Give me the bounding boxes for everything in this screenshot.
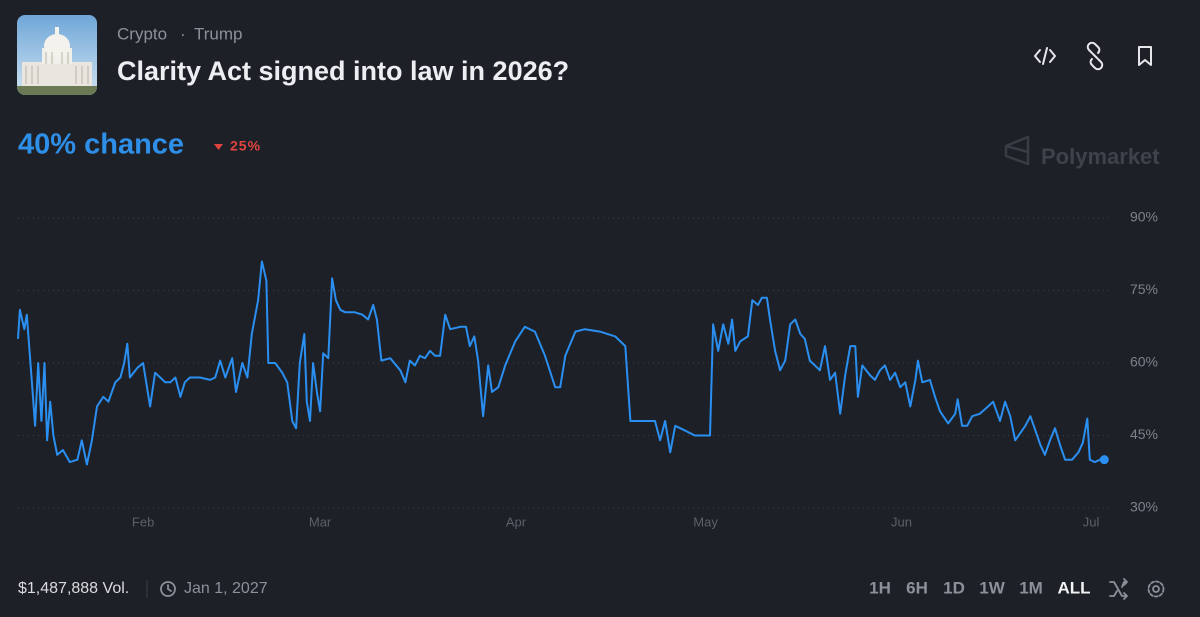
- embed-button[interactable]: [1034, 47, 1056, 65]
- clock-icon: [160, 581, 176, 597]
- price-line: [17, 260, 1105, 466]
- range-button[interactable]: 1M: [1019, 578, 1043, 597]
- y-tick-label: 30%: [1130, 499, 1158, 515]
- current-point: [1099, 455, 1109, 465]
- breadcrumb-separator: ·: [180, 24, 186, 43]
- bookmark-button[interactable]: [1138, 46, 1152, 66]
- market-thumbnail: [17, 15, 97, 95]
- x-tick-label: Apr: [506, 514, 527, 529]
- y-tick-label: 45%: [1130, 426, 1158, 442]
- chance: 40% chance: [18, 129, 184, 161]
- change: 25%: [230, 138, 261, 154]
- end-date: Jan 1, 2027: [184, 580, 268, 597]
- breadcrumb[interactable]: Trump: [194, 24, 243, 43]
- market-title: Clarity Act signed into law in 2026?: [117, 56, 569, 86]
- volume: $1,487,888 Vol.: [18, 580, 129, 597]
- settings-button[interactable]: [1147, 580, 1165, 598]
- y-tick-label: 60%: [1130, 354, 1158, 370]
- range-button[interactable]: ALL: [1057, 578, 1090, 597]
- price-chart: 90% 75% 60% 45% 30% Feb Mar Apr May Jun Jul: [17, 209, 1158, 529]
- y-tick-label: 90%: [1130, 209, 1158, 225]
- x-tick-label: Mar: [309, 514, 332, 529]
- watermark: Polymarket: [1041, 144, 1160, 169]
- link-button[interactable]: [1086, 41, 1104, 71]
- breadcrumb[interactable]: Crypto: [117, 24, 167, 43]
- range-button[interactable]: 1D: [943, 578, 965, 597]
- range-button[interactable]: 6H: [906, 578, 928, 597]
- x-tick-label: May: [693, 514, 718, 529]
- watermark-logo: [1004, 135, 1030, 166]
- y-tick-label: 75%: [1130, 281, 1158, 297]
- x-tick-label: Jul: [1083, 514, 1100, 529]
- shuffle-button[interactable]: [1109, 578, 1128, 600]
- change-down-icon: [214, 144, 223, 150]
- x-tick-label: Jun: [891, 514, 912, 529]
- range-button[interactable]: 1W: [979, 578, 1005, 597]
- x-tick-label: Feb: [132, 514, 154, 529]
- range-button[interactable]: 1H: [869, 578, 891, 597]
